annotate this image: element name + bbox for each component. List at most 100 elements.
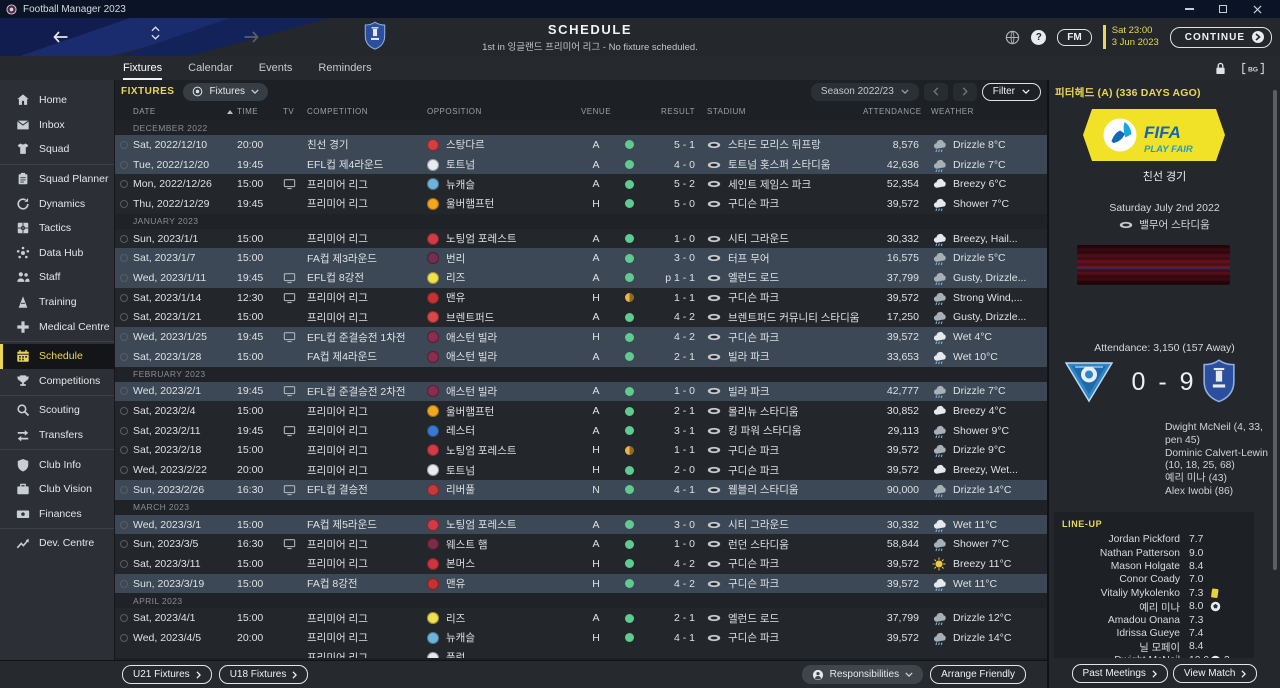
column-header-stadium[interactable]: STADIUM [707, 107, 746, 116]
responsibilities-dropdown[interactable]: Responsibilities [801, 665, 924, 684]
sidebar-item-inbox[interactable]: Inbox [0, 113, 114, 138]
row-checkbox[interactable] [120, 234, 128, 243]
row-checkbox[interactable] [120, 313, 128, 322]
fixture-row[interactable]: Sat, 2022/12/10 20:00 친선 경기 스탕다르 A 5 - 1 스타드 모… [115, 135, 1047, 155]
lineup-player-row[interactable]: Amadou Onana 7.3 [1062, 613, 1246, 626]
fixture-row[interactable]: Thu, 2022/12/29 19:45 프리미어 리그 울버햄프턴 H 5 - 0 구디… [115, 194, 1047, 214]
filter-dropdown[interactable]: Filter [981, 82, 1041, 101]
fm-logo-button[interactable]: FM [1057, 28, 1092, 46]
maximize-button[interactable] [1206, 0, 1240, 18]
sidebar-item-home[interactable]: Home [0, 88, 114, 113]
fixture-row[interactable]: Tue, 2022/12/20 19:45 EFL컵 제4라운드 토트넘 A 4 - 0 토… [115, 154, 1047, 175]
forward-arrow-icon[interactable] [240, 27, 262, 47]
lineup-player-row[interactable]: Idrissa Gueye 7.4 [1062, 627, 1246, 640]
sidebar-item-data-hub[interactable]: Data Hub [0, 241, 114, 266]
row-checkbox[interactable] [120, 199, 128, 208]
everton-club-badge[interactable] [1198, 358, 1240, 408]
fixture-row[interactable]: Sat, 2023/1/28 15:00 FA컵 제4라운드 애스턴 빌라 A 2 - 1… [115, 346, 1047, 367]
close-button[interactable] [1240, 0, 1274, 18]
row-checkbox[interactable] [120, 559, 128, 568]
lineup-player-row[interactable]: Nathan Patterson 9.0 [1062, 546, 1246, 559]
view-match-button[interactable]: View Match [1172, 664, 1258, 683]
lineup-player-row[interactable]: 닐 모페이 8.4 [1062, 640, 1246, 654]
fixture-row[interactable]: Wed, 2023/3/1 15:00 FA컵 제5라운드 노팅엄 포레스트 A 3 - … [115, 514, 1047, 535]
sidebar-item-scouting[interactable]: Scouting [0, 398, 114, 423]
sidebar-item-club-info[interactable]: Club Info [0, 452, 114, 477]
sidebar-item-tactics[interactable]: Tactics [0, 216, 114, 241]
sidebar-item-squad-planner[interactable]: Squad Planner [0, 167, 114, 192]
fixture-row[interactable]: Wed, 2023/4/5 20:00 프리미어 리그 뉴캐슬 H 4 - 1 구디슨 파크… [115, 628, 1047, 648]
continue-button[interactable]: CONTINUE [1169, 26, 1272, 48]
column-header-tv[interactable]: TV [283, 107, 295, 116]
row-checkbox[interactable] [120, 633, 128, 642]
tab-reminders[interactable]: Reminders [318, 62, 372, 74]
row-checkbox[interactable] [120, 466, 128, 475]
fixture-row[interactable]: Sat, 2023/2/4 15:00 프리미어 리그 울버햄프턴 A 2 - 1 몰리뉴 … [115, 401, 1047, 421]
fixture-row[interactable]: Sat, 2023/2/11 19:45 프리미어 리그 레스터 A 3 - 1 킹 파워 … [115, 420, 1047, 441]
sidebar-item-competitions[interactable]: Competitions [0, 369, 114, 394]
row-checkbox[interactable] [120, 273, 128, 282]
lineup-player-row[interactable]: Vitaliy Mykolenko 7.3 [1062, 587, 1246, 600]
fixture-row[interactable]: Sat, 2023/1/7 15:00 FA컵 제3라운드 번리 A 3 - 0 터프 무어… [115, 248, 1047, 269]
column-header-venue[interactable]: VENUE [580, 107, 612, 116]
row-checkbox[interactable] [120, 446, 128, 455]
next-season-button[interactable] [952, 82, 977, 101]
column-header-time[interactable]: TIME [237, 107, 259, 116]
sidebar-item-staff[interactable]: Staff [0, 265, 114, 290]
arrange-friendly-button[interactable]: Arrange Friendly [930, 665, 1026, 684]
lineup-player-row[interactable]: 예리 미나 8.0 [1062, 600, 1246, 614]
sidebar-item-club-vision[interactable]: Club Vision [0, 477, 114, 502]
fixture-row[interactable]: Sat, 2023/4/1 15:00 프리미어 리그 리즈 A 2 - 1 엘런드 로드 3… [115, 608, 1047, 629]
view-selector-dropdown[interactable]: Fixtures [183, 82, 269, 101]
everton-club-badge[interactable] [360, 21, 390, 53]
u21-fixtures-button[interactable]: U21 Fixtures [122, 665, 212, 684]
row-checkbox[interactable] [120, 180, 128, 189]
minimize-button[interactable] [1172, 0, 1206, 18]
fixture-row[interactable]: Mon, 2022/12/26 15:00 프리미어 리그 뉴캐슬 A 5 - 2 세인트 … [115, 174, 1047, 195]
tab-events[interactable]: Events [258, 62, 293, 74]
column-header-date[interactable]: DATE [133, 107, 237, 116]
fixture-row[interactable]: Wed, 2023/1/25 19:45 EFL컵 준결승전 1차전 애스턴 빌라 H 4… [115, 327, 1047, 347]
fixture-row[interactable]: Sat, 2023/1/21 15:00 프리미어 리그 브렌트퍼드 A 4 - 2 브렌트… [115, 307, 1047, 328]
row-checkbox[interactable] [120, 407, 128, 416]
sidebar-item-dev-centre[interactable]: Dev. Centre [0, 531, 114, 556]
fixture-row[interactable]: Sat, 2023/3/11 15:00 프리미어 리그 본머스 H 4 - 2 구디슨 파… [115, 554, 1047, 574]
tab-fixtures[interactable]: Fixtures [123, 56, 163, 80]
row-checkbox[interactable] [120, 387, 128, 396]
sidebar-item-training[interactable]: Training [0, 290, 114, 315]
fixture-row[interactable]: Sun, 2023/3/5 16:30 프리미어 리그 웨스트 햄 A 1 - 0 런던 스… [115, 534, 1047, 555]
screen-history-icon[interactable] [147, 26, 163, 40]
lineup-player-row[interactable]: Dwight McNeil10.0 3 [1062, 654, 1246, 658]
row-checkbox[interactable] [120, 426, 128, 435]
sidebar-item-medical-centre[interactable]: Medical Centre [0, 314, 114, 339]
row-checkbox[interactable] [120, 520, 128, 529]
past-meetings-button[interactable]: Past Meetings [1071, 664, 1168, 683]
previous-season-button[interactable] [923, 82, 948, 101]
fixture-row[interactable]: Sat, 2023/1/14 12:30 프리미어 리그 맨유 H 1 - 1 구디슨 파크… [115, 287, 1047, 308]
fixture-row[interactable]: Sat, 2023/2/18 15:00 프리미어 리그 노팅엄 포레스트 H 1 - 1… [115, 440, 1047, 461]
peterhead-club-badge[interactable] [1065, 358, 1113, 403]
fixture-row[interactable]: Wed, 2023/2/1 19:45 EFL컵 준결승전 2차전 애스턴 빌라 A 1 … [115, 381, 1047, 402]
row-checkbox[interactable] [120, 160, 128, 169]
season-selector-dropdown[interactable]: Season 2022/23 [810, 82, 919, 101]
lineup-player-row[interactable]: Conor Coady 7.0 [1062, 573, 1246, 586]
help-icon[interactable]: ? [1031, 29, 1047, 45]
row-checkbox[interactable] [120, 333, 128, 342]
row-checkbox[interactable] [120, 579, 128, 588]
u18-fixtures-button[interactable]: U18 Fixtures [218, 665, 309, 684]
sidebar-item-schedule[interactable]: Schedule [0, 343, 114, 369]
sidebar-item-finances[interactable]: Finances [0, 502, 114, 527]
windowed-mode-icon[interactable]: BG [1242, 62, 1264, 75]
row-checkbox[interactable] [120, 485, 128, 494]
row-checkbox[interactable] [120, 140, 128, 149]
fixture-row[interactable]: Wed, 2023/2/22 20:00 프리미어 리그 토트넘 H 2 - 0 구디슨 파… [115, 460, 1047, 480]
row-checkbox[interactable] [120, 352, 128, 361]
fixture-row[interactable]: Sun, 2023/3/19 15:00 FA컵 8강전 맨유 H 4 - 2 구디슨 파크… [115, 573, 1047, 594]
sidebar-item-dynamics[interactable]: Dynamics [0, 191, 114, 216]
column-header-comp[interactable]: COMPETITION [307, 107, 369, 116]
row-checkbox[interactable] [120, 293, 128, 302]
back-arrow-icon[interactable] [50, 27, 72, 47]
tab-calendar[interactable]: Calendar [188, 62, 233, 74]
lineup-player-row[interactable]: Jordan Pickford 7.7 [1062, 533, 1246, 546]
